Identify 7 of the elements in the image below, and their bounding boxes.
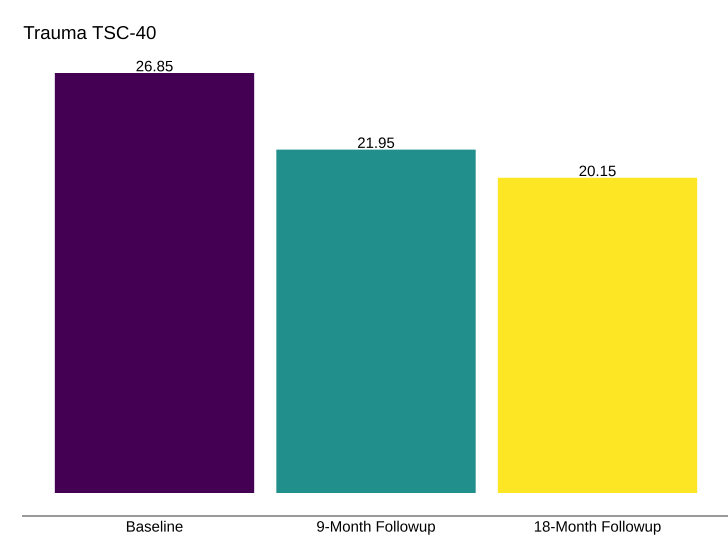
data-label: 26.85 xyxy=(136,60,173,72)
x-tick-label: 9-Month Followup xyxy=(317,520,435,535)
x-tick-label: 18-Month Followup xyxy=(534,520,661,535)
data-label: 21.95 xyxy=(358,137,394,148)
chart-title: Trauma TSC-40 xyxy=(24,26,156,40)
data-label: 20.15 xyxy=(579,166,616,176)
x-tick-label: Baseline xyxy=(126,520,183,532)
